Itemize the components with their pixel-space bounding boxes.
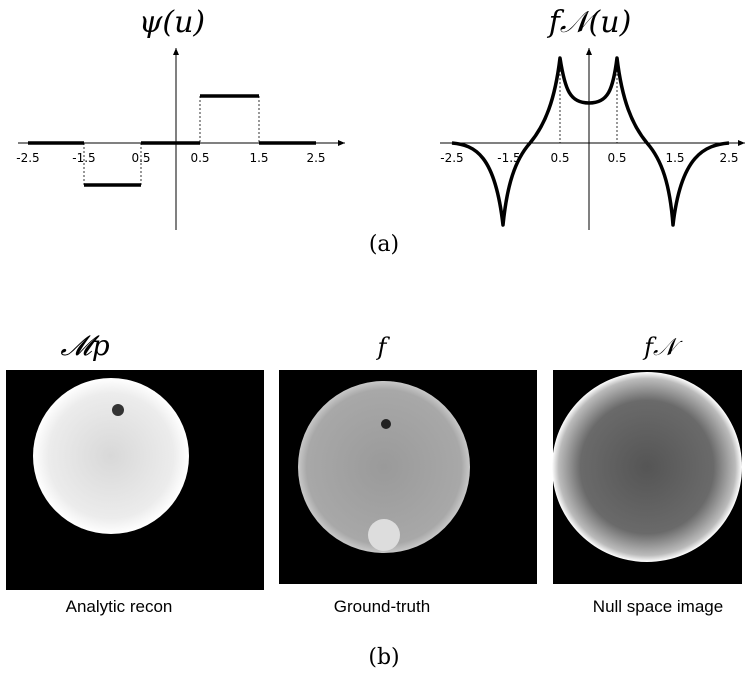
- tick-label: 0.5: [190, 151, 209, 165]
- image-label: Null space image: [593, 597, 723, 616]
- image-label: Analytic recon: [66, 597, 173, 616]
- plus-sign: [502, 463, 532, 493]
- tick-label: -1.5: [497, 151, 520, 165]
- tick-label: 1.5: [249, 151, 268, 165]
- image-title: 𝓜p: [60, 329, 109, 362]
- tick-label: 2.5: [719, 151, 738, 165]
- tick-label: 1.5: [665, 151, 684, 165]
- tick-label: -1.5: [72, 151, 95, 165]
- image-title: f𝒩: [642, 333, 683, 361]
- caption: (b): [368, 645, 399, 670]
- tick-label: 2.5: [306, 151, 325, 165]
- right-plot: f𝒩(u) -2.5 -1.5 0.5 0.5 1.5 2.5: [440, 5, 745, 230]
- tick-label: -2.5: [16, 151, 39, 165]
- image: [6, 370, 264, 590]
- tick-label: 0.5: [607, 151, 626, 165]
- tick-label: 0.5: [131, 151, 150, 165]
- equals-sign: [232, 466, 260, 486]
- plot-title: ψ(u): [139, 5, 205, 40]
- plot-title: f𝒩(u): [547, 5, 632, 40]
- tick-label: 0.5: [550, 151, 569, 165]
- tick-label: -2.5: [440, 151, 463, 165]
- image-label: Ground-truth: [334, 597, 430, 616]
- caption: (a): [369, 232, 399, 257]
- left-plot: ψ(u) -2.5 -1.5 0.5 0.5 1.5 2.5: [16, 5, 345, 230]
- image: [279, 370, 537, 584]
- image: [552, 370, 742, 584]
- image-title: f: [376, 333, 391, 361]
